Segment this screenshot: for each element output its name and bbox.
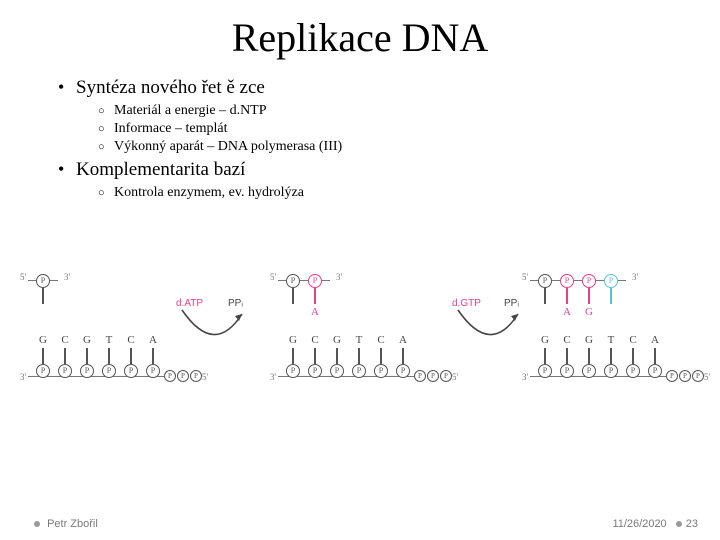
footer-author: Petr Zbořil (47, 518, 98, 530)
bullet-icon (676, 521, 682, 527)
pyrophosphate-label: PPᵢ (504, 298, 519, 309)
incoming-nucleotide-label: d.ATP (176, 298, 203, 309)
bullet-list: Syntéza nového řet ě zce Materiál a ener… (40, 77, 680, 201)
bullet-2-text: Komplementarita bazí (76, 159, 245, 180)
dna-panel-3: PPAPGPPGPCPGPTPCPAPPP5'3'3'5' (520, 256, 710, 416)
footer-page: 23 (686, 518, 698, 530)
bullet-1-sub-2: Informace – templát (98, 121, 680, 137)
reaction-arrow-2 (450, 302, 530, 362)
bullet-1-sub-1: Materiál a energie – d.NTP (98, 103, 680, 119)
footer-date: 11/26/2020 (612, 518, 666, 530)
incoming-nucleotide-label: d.GTP (452, 298, 481, 309)
page-title: Replikace DNA (40, 14, 680, 61)
bullet-2: Komplementarita bazí Kontrola enzymem, e… (58, 159, 680, 201)
bullet-icon (34, 521, 40, 527)
dna-panel-1: PPGPCPGPTPCPAPPP5'3'3'5' (18, 256, 168, 416)
slide-footer: Petr Zbořil 11/26/2020 23 (0, 510, 720, 530)
dna-replication-diagram: PPGPCPGPTPCPAPPP5'3'3'5' PPAPGPCPGPTPCPAP… (0, 256, 720, 426)
bullet-1-sub-3: Výkonný aparát – DNA polymerasa (III) (98, 139, 680, 155)
pyrophosphate-label: PPᵢ (228, 298, 243, 309)
dna-panel-2: PPAPGPCPGPTPCPAPPP5'3'3'5' (268, 256, 448, 416)
reaction-arrow-1 (174, 302, 254, 362)
bullet-2-sub-1: Kontrola enzymem, ev. hydrolýza (98, 185, 680, 201)
bullet-1-text: Syntéza nového řet ě zce (76, 77, 265, 98)
bullet-1: Syntéza nového řet ě zce Materiál a ener… (58, 77, 680, 155)
